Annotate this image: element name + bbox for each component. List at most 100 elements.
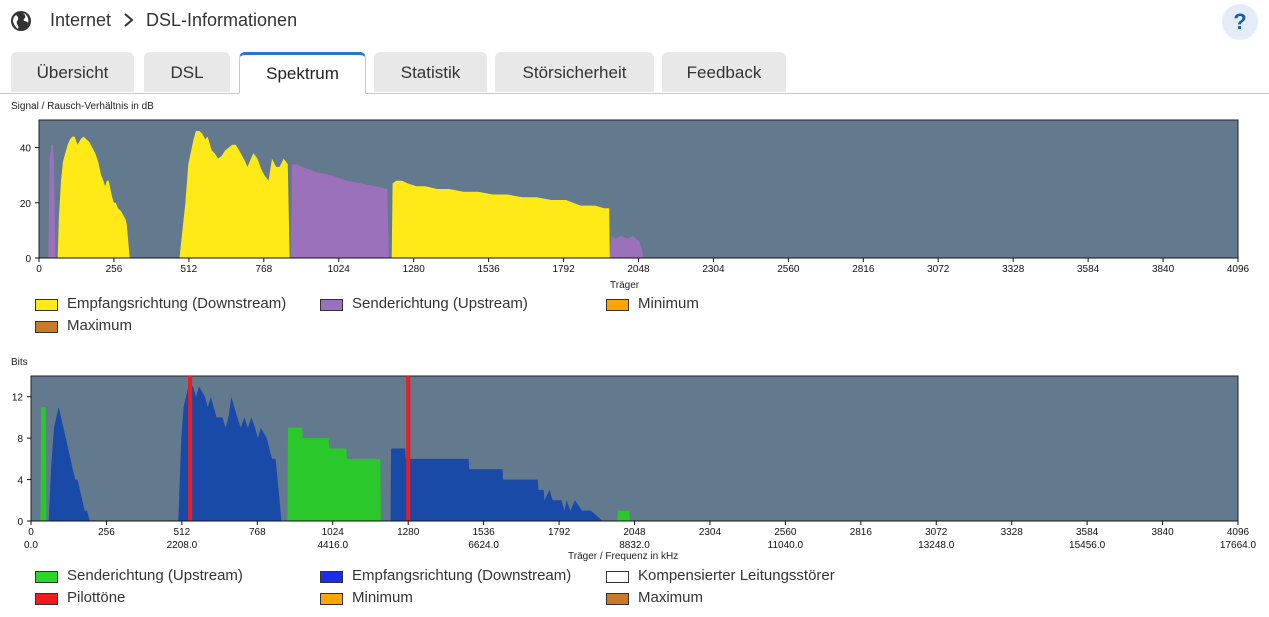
tab-feedback[interactable]: Feedback	[662, 52, 786, 92]
x-tick-label: 2816	[850, 527, 873, 538]
x-tick-label: 1280	[397, 527, 420, 538]
x-tick-label: 768	[255, 264, 272, 275]
series-area-senderichtung-upstream-	[40, 407, 47, 521]
x-tick-label: 3072	[927, 264, 950, 275]
y-tick-label: 20	[20, 199, 32, 210]
legend-label: Kompensierter Leitungsstörer	[638, 567, 835, 584]
x-tick-label-khz: 2208.0	[167, 540, 198, 551]
series-area-senderichtung-upstream-	[290, 164, 389, 258]
tab-statistik[interactable]: Statistik	[374, 52, 487, 92]
snr-chart-xlabel: Träger	[610, 280, 640, 291]
legend-swatch	[35, 321, 58, 333]
legend-label: Senderichtung (Upstream)	[67, 567, 243, 584]
tab-spektrum[interactable]: Spektrum	[239, 52, 366, 94]
x-tick-label: 256	[106, 264, 123, 275]
x-tick-label: 768	[249, 527, 266, 538]
chevron-right-icon	[124, 13, 134, 27]
series-area-empfangsrichtung-downstream-	[179, 131, 290, 258]
legend-swatch	[606, 299, 629, 311]
pilot-tone-marker	[406, 376, 411, 521]
legend-label: Maximum	[638, 589, 704, 606]
x-tick-label: 3584	[1076, 527, 1099, 538]
x-tick-label: 3328	[1002, 264, 1025, 275]
page-title: DSL-Informationen	[146, 10, 298, 30]
x-tick-label: 3072	[925, 527, 948, 538]
x-tick-label: 2560	[777, 264, 800, 275]
bits-chart-xlabel: Träger / Frequenz in kHz	[568, 551, 679, 562]
tab-uebersicht[interactable]: Übersicht	[11, 52, 134, 92]
x-tick-label: 512	[174, 527, 191, 538]
series-area-empfangsrichtung-downstream-	[48, 407, 90, 521]
series-area-empfangsrichtung-downstream-	[178, 386, 282, 521]
x-tick-label: 1024	[322, 527, 345, 538]
legend-label: Maximum	[67, 317, 133, 334]
legend-label: Senderichtung (Upstream)	[352, 295, 528, 312]
header-bar: Internet DSL-Informationen ?	[0, 0, 1269, 44]
legend-label: Minimum	[352, 589, 413, 606]
x-tick-label: 0	[36, 264, 42, 275]
x-tick-label: 3328	[1001, 527, 1024, 538]
x-tick-label: 4096	[1227, 527, 1250, 538]
legend-swatch	[320, 299, 343, 311]
legend-swatch	[320, 593, 343, 605]
y-tick-label: 8	[17, 434, 23, 445]
legend-label: Empfangsrichtung (Downstream)	[352, 567, 572, 584]
x-tick-label-khz: 6624.0	[468, 540, 499, 551]
x-tick-label: 1536	[478, 264, 501, 275]
snr-chart: 0 256 512 768 1024 1280 1536 1792 2048 2304 2560 28…	[20, 119, 1250, 275]
legend-swatch	[35, 571, 58, 583]
x-tick-label: 512	[181, 264, 198, 275]
x-tick-label-khz: 15456.0	[1069, 540, 1106, 551]
x-tick-label-khz: 13248.0	[918, 540, 955, 551]
snr-chart-title: Signal / Rausch-Verhältnis in dB	[11, 101, 154, 112]
y-tick-label: 0	[25, 254, 31, 265]
x-tick-label: 1792	[548, 527, 571, 538]
x-tick-label: 4096	[1227, 264, 1250, 275]
x-tick-label: 3584	[1077, 264, 1100, 275]
legend-swatch	[320, 571, 343, 583]
series-area-senderichtung-upstream-	[287, 427, 381, 521]
legend-swatch	[606, 593, 629, 605]
series-area-senderichtung-upstream-	[617, 510, 630, 521]
x-tick-label: 2560	[774, 527, 797, 538]
legend-swatch	[35, 299, 58, 311]
series-area-senderichtung-upstream-	[48, 144, 56, 258]
x-tick-label-khz: 17664.0	[1220, 540, 1257, 551]
x-tick-label: 2816	[852, 264, 875, 275]
y-tick-label: 4	[17, 476, 23, 487]
x-tick-label: 0	[28, 527, 34, 538]
x-tick-label: 2304	[699, 527, 722, 538]
series-area-senderichtung-upstream-	[609, 235, 644, 258]
tab-stoersicherheit[interactable]: Störsicherheit	[495, 52, 654, 92]
breadcrumb-internet[interactable]: Internet	[50, 10, 112, 30]
x-tick-label: 2048	[627, 264, 650, 275]
bits-chart-title: Bits	[11, 357, 28, 368]
legend-label: Empfangsrichtung (Downstream)	[67, 295, 287, 312]
x-tick-label-khz: 4416.0	[317, 540, 348, 551]
series-area-empfangsrichtung-downstream-	[391, 180, 610, 258]
x-tick-label: 1536	[473, 527, 496, 538]
legend-swatch	[606, 571, 629, 583]
x-tick-label: 1792	[552, 264, 575, 275]
y-tick-label: 0	[17, 517, 23, 528]
x-tick-label: 3840	[1151, 527, 1174, 538]
legend-swatch	[35, 593, 58, 605]
x-tick-label: 2304	[702, 264, 725, 275]
legend-label: Minimum	[638, 295, 699, 312]
pilot-tone-marker	[188, 376, 193, 521]
x-tick-label-khz: 0.0	[24, 540, 38, 551]
x-tick-label-khz: 11040.0	[768, 540, 804, 551]
series-area-empfangsrichtung-downstream-	[390, 448, 603, 521]
series-area-empfangsrichtung-downstream-	[57, 136, 130, 258]
globe-icon	[11, 11, 31, 31]
help-button[interactable]: ?	[1222, 4, 1258, 40]
x-tick-label: 2048	[623, 527, 646, 538]
x-tick-label: 1024	[328, 264, 351, 275]
tab-dsl[interactable]: DSL	[144, 52, 230, 92]
y-tick-label: 12	[12, 393, 24, 404]
x-tick-label: 1280	[403, 264, 426, 275]
x-tick-label: 3840	[1152, 264, 1175, 275]
legend-label: Pilottöne	[67, 589, 126, 606]
x-tick-label-khz: 8832.0	[619, 540, 650, 551]
